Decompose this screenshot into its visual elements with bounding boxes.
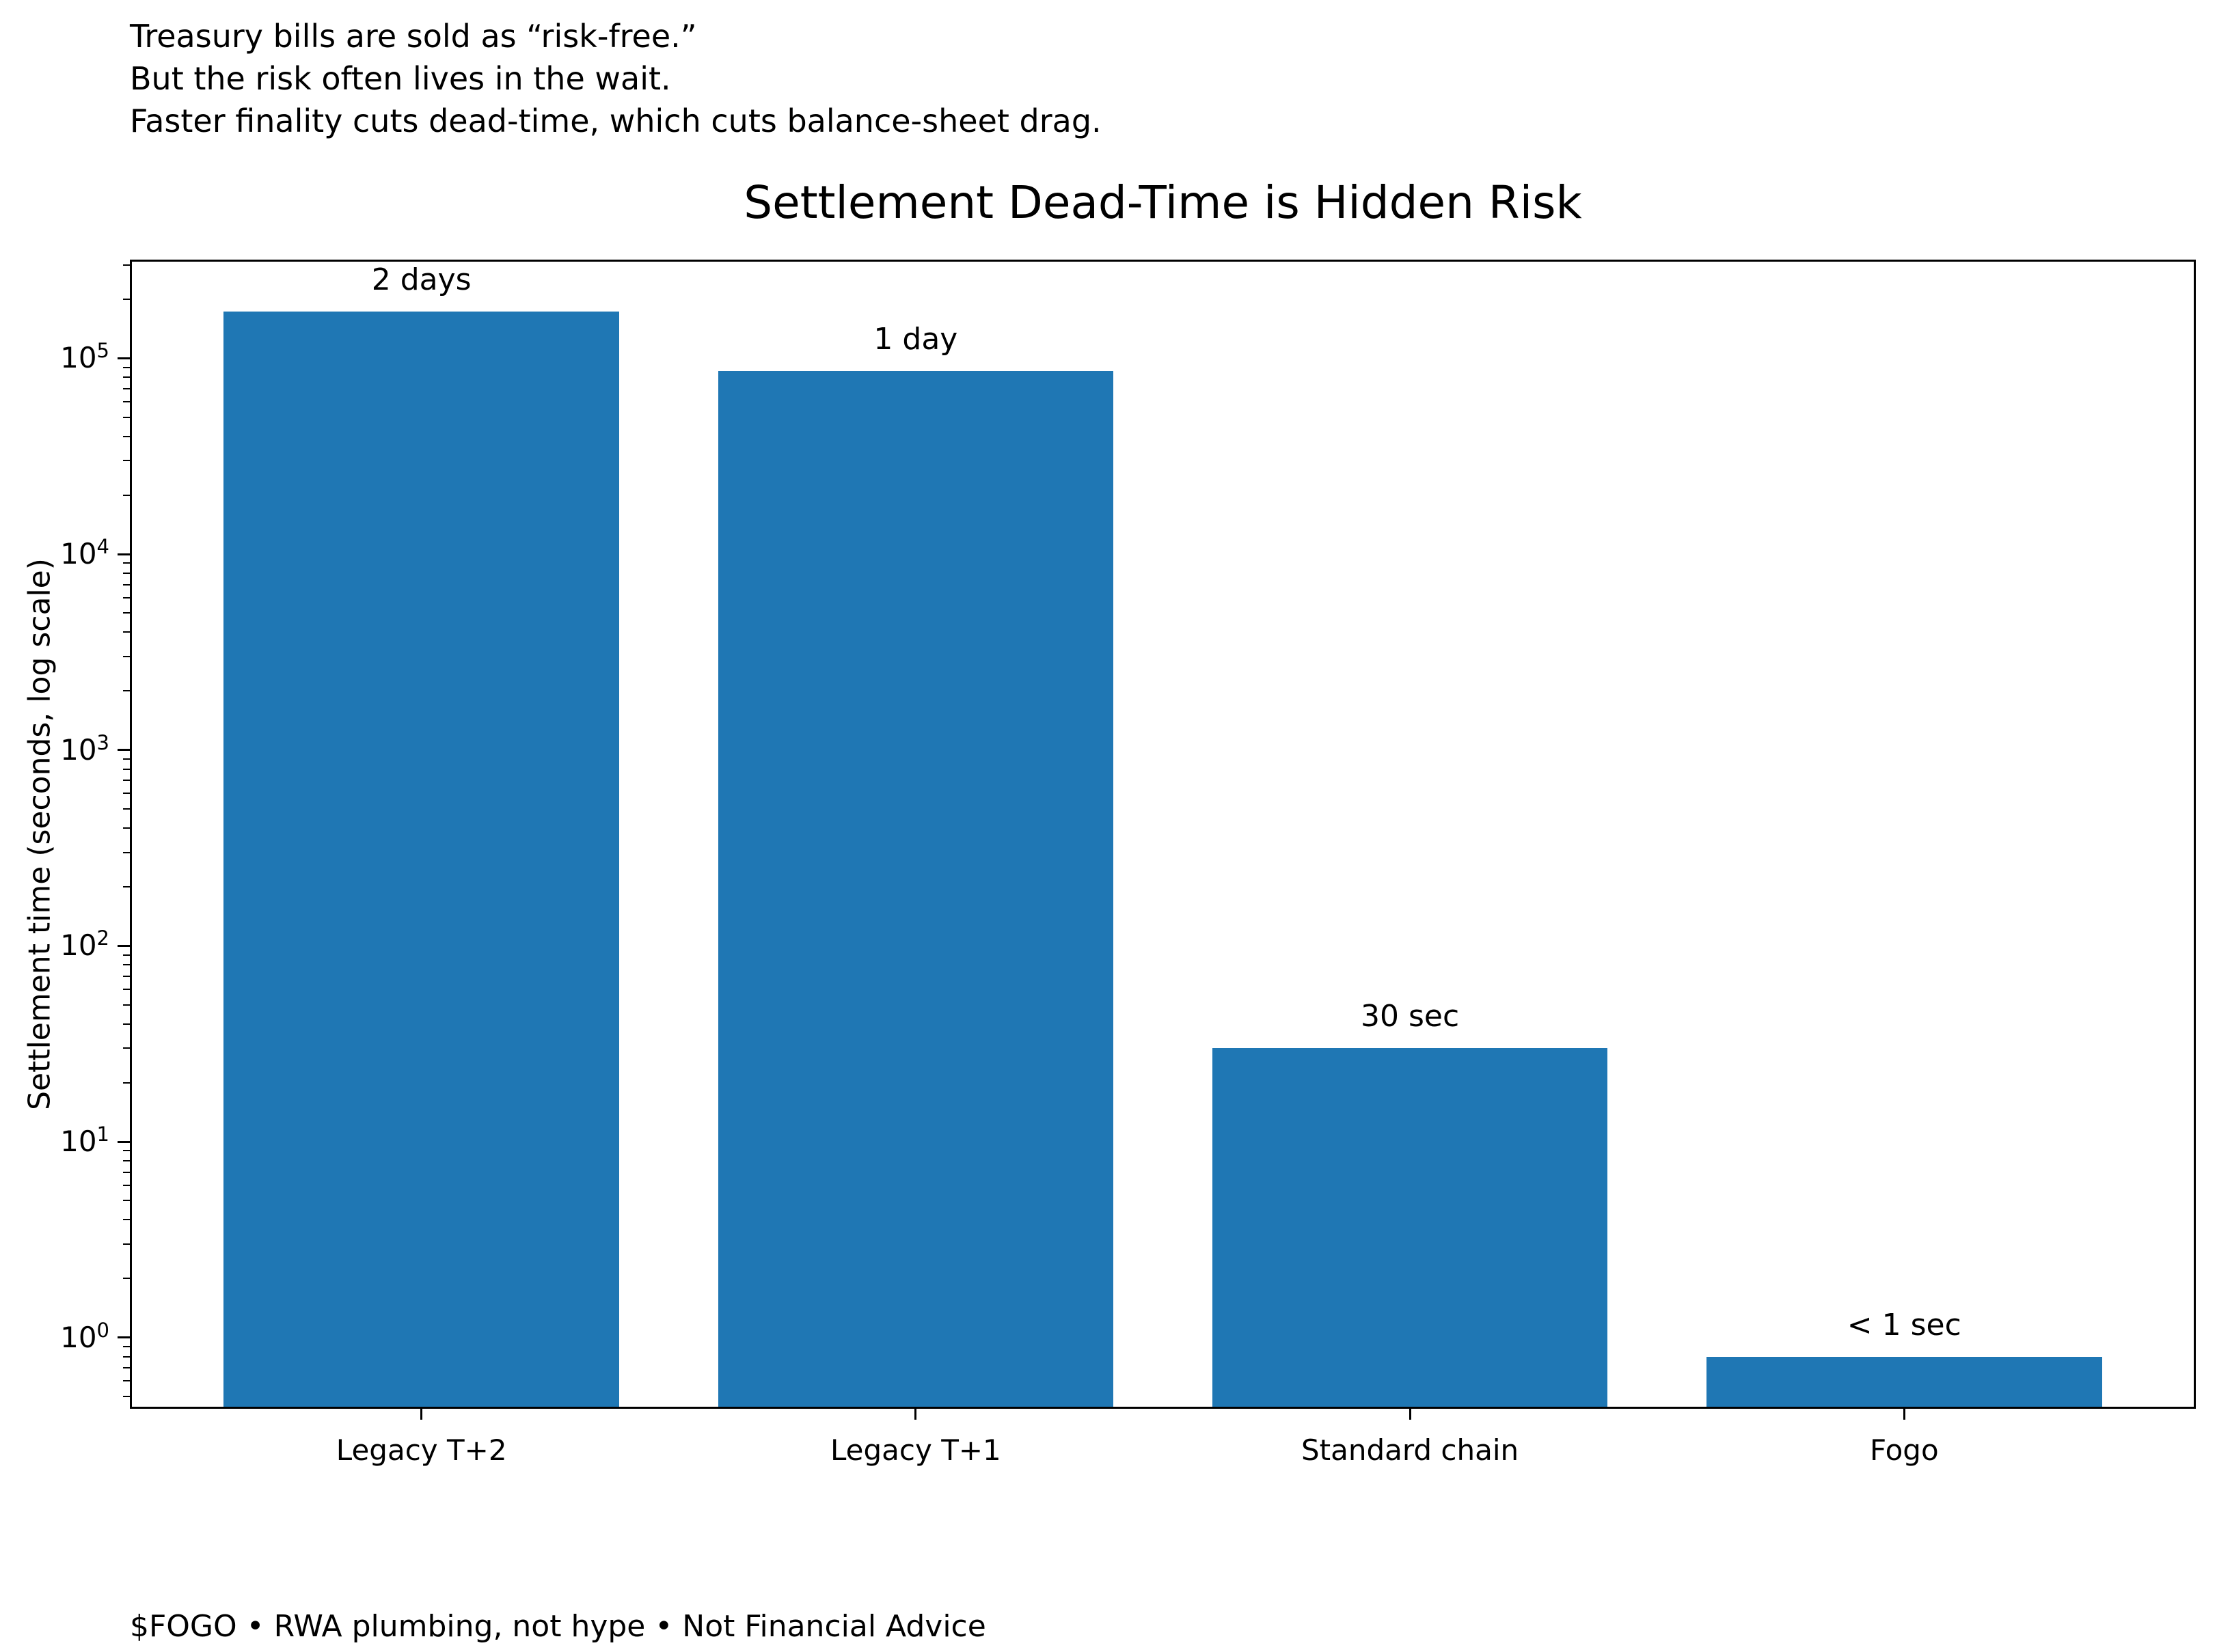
- y-axis-minor-tick: [123, 1171, 130, 1173]
- y-axis-major-tick: [118, 749, 130, 752]
- y-axis-minor-tick: [123, 1243, 130, 1245]
- y-axis-minor-tick: [123, 264, 130, 266]
- y-axis-minor-tick: [123, 1023, 130, 1025]
- y-axis-minor-tick: [123, 690, 130, 692]
- y-tick-label: 105: [60, 339, 109, 375]
- y-axis-minor-tick: [123, 572, 130, 574]
- bar-legacy-t-2: [223, 312, 619, 1407]
- annotation-line-1: Treasury bills are sold as “risk-free.”: [130, 18, 697, 55]
- y-axis-minor-tick: [123, 1047, 130, 1049]
- y-axis-minor-tick: [123, 583, 130, 586]
- y-axis-minor-tick: [123, 758, 130, 760]
- y-axis-major-tick: [118, 944, 130, 947]
- x-tick-label: Legacy T+1: [830, 1433, 1001, 1467]
- y-tick-label: 101: [60, 1123, 109, 1159]
- y-axis-minor-tick: [123, 768, 130, 770]
- y-axis-minor-tick: [123, 655, 130, 657]
- y-axis-minor-tick: [123, 780, 130, 782]
- y-axis-major-tick: [118, 1140, 130, 1143]
- y-axis-label: Settlement time (seconds, log scale): [22, 558, 57, 1110]
- y-axis-major-tick: [118, 553, 130, 555]
- x-axis-tick: [914, 1409, 917, 1420]
- bar-fogo: [1706, 1356, 2102, 1407]
- x-tick-label: Fogo: [1869, 1433, 1939, 1467]
- y-axis-minor-tick: [123, 366, 130, 368]
- y-axis-minor-tick: [123, 562, 130, 564]
- y-axis-minor-tick: [123, 460, 130, 462]
- y-axis-minor-tick: [123, 886, 130, 888]
- y-axis-minor-tick: [123, 1159, 130, 1161]
- y-axis-minor-tick: [123, 1345, 130, 1347]
- y-axis-minor-tick: [123, 401, 130, 403]
- y-axis-minor-tick: [123, 596, 130, 598]
- y-axis-minor-tick: [123, 1184, 130, 1186]
- y-axis-major-tick: [118, 357, 130, 359]
- y-axis-minor-tick: [123, 1355, 130, 1358]
- y-axis-minor-tick: [123, 612, 130, 614]
- y-axis-minor-tick: [123, 494, 130, 496]
- y-axis-minor-tick: [123, 851, 130, 853]
- x-tick-label: Legacy T+2: [336, 1433, 507, 1467]
- annotation-line-3: Faster finality cuts dead-time, which cu…: [130, 102, 1102, 139]
- y-axis-minor-tick: [123, 1082, 130, 1084]
- y-axis-minor-tick: [123, 435, 130, 437]
- y-axis-minor-tick: [123, 827, 130, 829]
- y-tick-label: 103: [60, 730, 109, 767]
- y-axis-minor-tick: [123, 1004, 130, 1006]
- bar-value-label: 2 days: [371, 262, 472, 298]
- y-axis-minor-tick: [123, 1200, 130, 1202]
- y-axis-minor-tick: [123, 1380, 130, 1382]
- x-tick-label: Standard chain: [1301, 1433, 1519, 1467]
- y-axis-minor-tick: [123, 1219, 130, 1221]
- y-axis-minor-tick: [123, 299, 130, 301]
- footer-text: $FOGO • RWA plumbing, not hype • Not Fin…: [130, 1609, 986, 1644]
- y-axis-minor-tick: [123, 1150, 130, 1152]
- x-axis-tick: [420, 1409, 423, 1420]
- bar-standard-chain: [1212, 1048, 1608, 1407]
- y-tick-label: 100: [60, 1318, 109, 1354]
- y-axis-minor-tick: [123, 1367, 130, 1369]
- x-axis-tick: [1903, 1409, 1905, 1420]
- y-axis-minor-tick: [123, 416, 130, 418]
- y-axis-minor-tick: [123, 964, 130, 966]
- x-axis-tick: [1409, 1409, 1411, 1420]
- bar-value-label: 1 day: [873, 321, 958, 357]
- y-axis-minor-tick: [123, 631, 130, 633]
- y-axis-minor-tick: [123, 954, 130, 956]
- y-axis-minor-tick: [123, 376, 130, 378]
- y-axis-minor-tick: [123, 975, 130, 977]
- y-axis-major-tick: [118, 1336, 130, 1339]
- y-axis-minor-tick: [123, 387, 130, 389]
- y-axis-minor-tick: [123, 1396, 130, 1398]
- y-axis-minor-tick: [123, 793, 130, 795]
- annotation-line-2: But the risk often lives in the wait.: [130, 60, 671, 97]
- bar-value-label: 30 sec: [1361, 999, 1460, 1034]
- y-tick-label: 102: [60, 926, 109, 963]
- y-tick-label: 104: [60, 535, 109, 571]
- bar-value-label: < 1 sec: [1847, 1307, 1961, 1343]
- y-axis-minor-tick: [123, 989, 130, 991]
- chart-title: Settlement Dead-Time is Hidden Risk: [744, 176, 1582, 229]
- y-axis-minor-tick: [123, 1278, 130, 1280]
- y-axis-minor-tick: [123, 808, 130, 810]
- annotation-text: Treasury bills are sold as “risk-free.” …: [130, 15, 1102, 142]
- bar-legacy-t-1: [718, 370, 1114, 1407]
